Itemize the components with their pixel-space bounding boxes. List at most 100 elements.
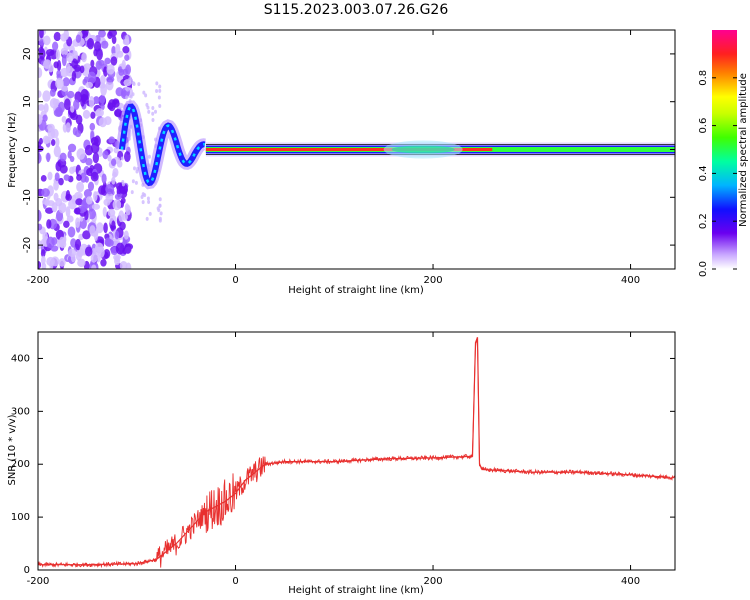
noise-blob: [70, 105, 75, 113]
noise-blob: [115, 43, 121, 55]
noise-blob: [45, 207, 54, 214]
noise-blob: [118, 68, 125, 76]
spectrogram-panel: -200 0 200 400 20 10 0 -10 -20 Height of straigh…: [7, 29, 676, 296]
noise-blob: [148, 211, 152, 216]
noise-blob: [100, 75, 106, 85]
noise-blob: [87, 181, 95, 192]
noise-blob: [89, 122, 96, 131]
noise-blob: [101, 173, 107, 184]
noise-blob: [69, 155, 75, 163]
spectrogram-heatmap: [38, 30, 675, 269]
noise-blob: [151, 111, 155, 116]
noise-blob: [147, 154, 151, 159]
noise-blob: [92, 152, 99, 164]
noise-blob: [157, 208, 161, 213]
noise-blob: [41, 262, 47, 269]
noise-blob: [90, 59, 95, 68]
spectrogram-ytick-label: -10: [22, 189, 33, 205]
noise-blob: [49, 88, 56, 97]
noise-blob: [38, 104, 45, 111]
colorbar: 0.0 0.2 0.4 0.6 0.8 Normalized spectral ampl…: [698, 30, 749, 277]
noise-blob: [120, 197, 126, 204]
noise-blob: [105, 191, 114, 203]
noise-blob: [40, 175, 47, 182]
noise-blob: [89, 225, 96, 237]
noise-blob: [107, 31, 113, 40]
noise-blob: [158, 88, 162, 93]
noise-blob: [84, 208, 89, 221]
noise-blob: [53, 108, 63, 117]
spectrogram-xtick-label: 0: [232, 275, 238, 286]
noise-blob: [46, 236, 55, 249]
noise-blob: [41, 188, 50, 197]
noise-blob: [66, 90, 75, 99]
noise-blob: [119, 260, 128, 269]
noise-blob: [135, 169, 139, 174]
noise-blob: [90, 171, 99, 182]
noise-blob: [61, 85, 69, 92]
noise-blob: [84, 175, 89, 183]
noise-blob: [111, 176, 116, 185]
noise-blob: [105, 183, 115, 195]
noise-blob: [118, 210, 125, 223]
noise-blob: [58, 258, 66, 267]
noise-blob: [65, 190, 71, 200]
noise-blob: [106, 76, 115, 83]
noise-blob: [147, 199, 151, 204]
noise-blob: [74, 207, 81, 215]
noise-blob: [75, 198, 84, 206]
noise-blob: [76, 181, 85, 193]
noise-blob: [91, 264, 97, 269]
spectrogram-ytick-label: 0: [22, 146, 33, 152]
noise-blob: [42, 114, 48, 122]
noise-blob: [142, 90, 146, 95]
noise-blob: [63, 220, 70, 228]
noise-blob: [123, 151, 131, 163]
noise-blob: [92, 96, 100, 104]
noise-blob: [39, 30, 44, 39]
snr-series: [38, 337, 675, 569]
noise-blob: [155, 88, 159, 93]
snr-ytick-label: 100: [11, 512, 30, 523]
noise-blob: [120, 156, 124, 161]
snr-plot-area: [38, 332, 675, 570]
noise-blob: [98, 30, 106, 38]
noise-blob: [67, 143, 77, 153]
noise-blob: [131, 179, 135, 184]
noise-blob: [42, 90, 51, 102]
noise-blob: [100, 103, 105, 111]
noise-blob: [130, 190, 134, 195]
spectrogram-axes: -200 0 200 400 20 10 0 -10 -20: [22, 30, 675, 286]
spectrogram-ylabel: Frequency (Hz): [7, 112, 18, 188]
noise-blob: [61, 116, 67, 123]
noise-blob: [92, 191, 98, 202]
noise-blob: [158, 197, 162, 202]
noise-blob: [67, 226, 76, 238]
noise-blob: [144, 93, 148, 98]
noise-blob: [73, 99, 80, 111]
noise-blob: [53, 145, 61, 158]
noise-blob: [121, 182, 125, 187]
noise-blob: [104, 57, 111, 65]
noise-blob: [131, 92, 135, 97]
noise-blob: [47, 171, 53, 181]
noise-blob: [69, 166, 75, 175]
noise-blob: [70, 253, 76, 263]
noise-blob: [45, 48, 55, 56]
noise-blob: [151, 105, 155, 110]
oscillation-core: [120, 105, 206, 185]
noise-blob: [46, 256, 55, 267]
noise-blob: [83, 189, 92, 198]
noise-blob: [44, 136, 52, 144]
snr-xtick-label: 400: [621, 576, 640, 587]
noise-blob: [38, 153, 42, 164]
colorbar-label: Normalized spectral amplitude: [738, 73, 749, 227]
noise-blob: [103, 222, 108, 234]
figure-title: S115.2023.003.07.26.G26: [264, 2, 449, 18]
noise-blob: [124, 243, 132, 254]
noise-blob: [59, 152, 67, 162]
noise-blob: [55, 77, 64, 90]
colorbar-ticks: 0.0 0.2 0.4 0.6 0.8: [698, 70, 737, 277]
noise-blob: [145, 216, 149, 221]
noise-blob: [101, 40, 109, 49]
